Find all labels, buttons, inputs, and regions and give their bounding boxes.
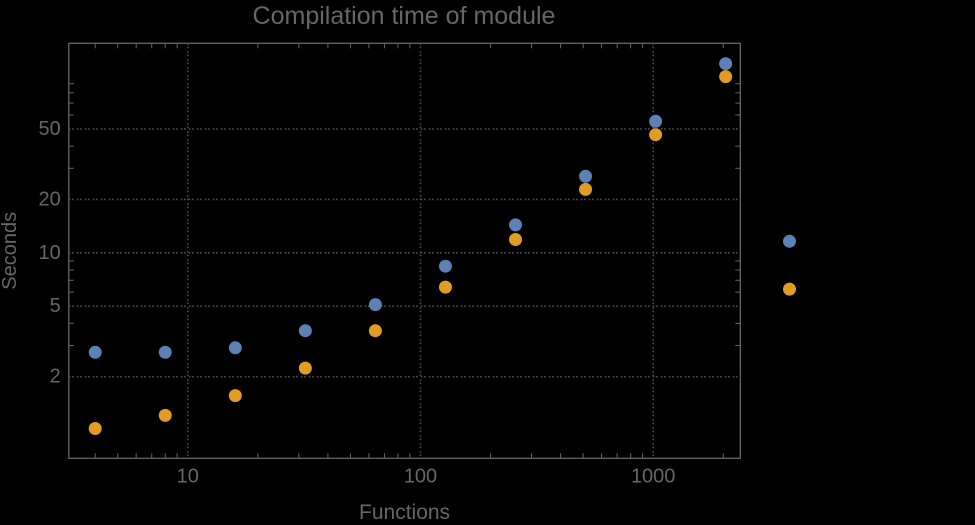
svg-text:10: 10 xyxy=(177,465,199,487)
svg-text:Functions: Functions xyxy=(359,501,450,524)
svg-text:10: 10 xyxy=(39,242,61,264)
svg-text:5: 5 xyxy=(50,295,61,317)
svg-text:50: 50 xyxy=(39,118,61,140)
svg-text:20: 20 xyxy=(39,188,61,210)
svg-text:Seconds: Seconds xyxy=(0,212,21,290)
svg-text:1000: 1000 xyxy=(631,465,676,487)
svg-text:2: 2 xyxy=(50,366,61,388)
svg-text:Compilation time of module: Compilation time of module xyxy=(253,2,556,30)
svg-text:100: 100 xyxy=(404,465,437,487)
